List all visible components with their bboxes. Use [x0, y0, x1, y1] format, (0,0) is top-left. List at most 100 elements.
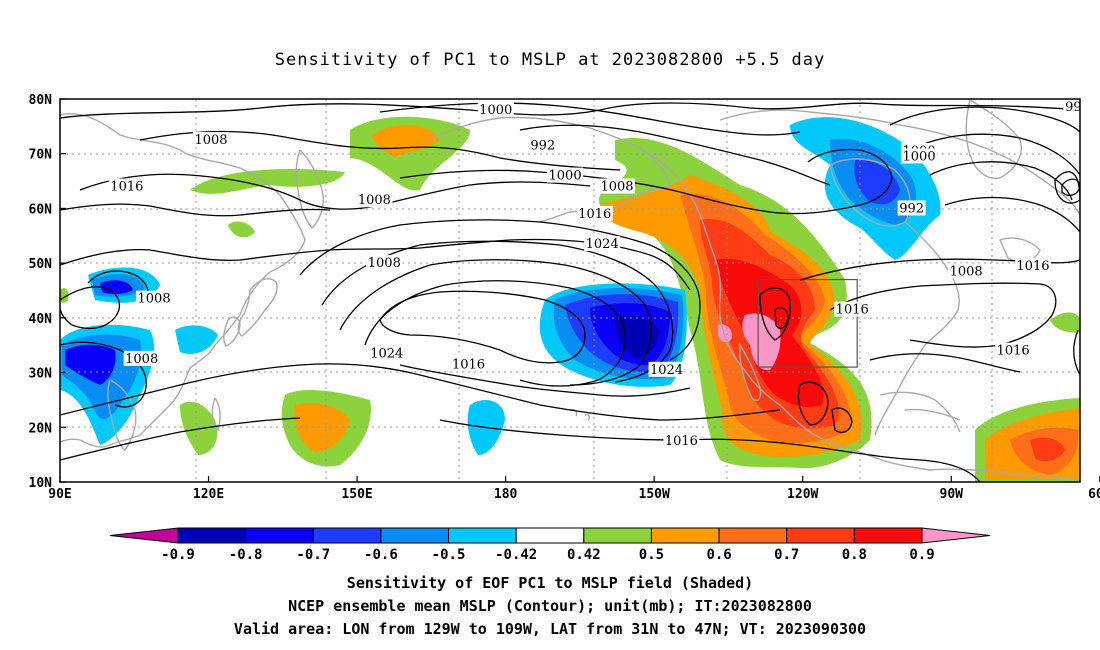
contour-line [774, 307, 789, 330]
contour-label: 1016 [836, 303, 869, 318]
coastline-south-america [929, 468, 1080, 481]
lon-tick-label: 150W [639, 487, 670, 502]
contour-label: 1024 [650, 363, 683, 378]
colorbar-arrow-high [921, 527, 991, 544]
shade-area [294, 403, 350, 452]
shade-area [100, 280, 133, 295]
contour-label-bg [356, 192, 393, 208]
contour-line [831, 407, 853, 433]
contour-line [399, 364, 691, 397]
shade-area [228, 221, 255, 238]
contour-label-bg [663, 432, 700, 448]
contour-label: 1024 [370, 346, 403, 361]
contour-label: 1008 [600, 180, 633, 195]
contour-label: 1000 [479, 103, 512, 118]
longitude-axis: 90E 120E 150E 180 150W 120W 90W 60W [48, 476, 1100, 502]
contour-line [379, 102, 801, 136]
contour-line [889, 106, 1080, 133]
contour-label-bg [599, 178, 636, 194]
lat-tick-label: 70N [29, 148, 53, 163]
contour-label: 1016 [452, 357, 485, 372]
contour-label-bg [136, 290, 173, 306]
shade-area [65, 344, 116, 385]
coastline-asia [60, 113, 306, 448]
contour-label-bg [948, 263, 985, 279]
contour-label-bg [1014, 257, 1051, 273]
contour-line [929, 161, 1073, 201]
shade-area [1030, 437, 1065, 462]
contour-label: 992 [1065, 100, 1090, 115]
contour-label: 1000 [903, 149, 936, 164]
colorbar-label: -0.5 [432, 547, 466, 563]
lon-tick-label: 90E [48, 487, 71, 502]
plot-frame [59, 98, 1081, 483]
colorbar-segment [245, 527, 314, 544]
contour-label-bg [528, 137, 557, 153]
caption-shaded: Sensitivity of EOF PC1 to MSLP field (Sh… [346, 574, 754, 592]
coastline-east-coast [874, 221, 960, 436]
shade-area [372, 124, 440, 158]
contour-label-bg [477, 101, 514, 117]
lon-tick-label: 120E [193, 487, 224, 502]
colorbar-label: -0.8 [229, 547, 263, 563]
colorbar-segment [786, 527, 855, 544]
contour-line [139, 130, 621, 171]
colorbar-segment [380, 527, 450, 544]
shade-area [718, 324, 733, 343]
contour-line [339, 259, 652, 386]
chart-title: Sensitivity of PC1 to MSLP at 2023082800… [274, 50, 826, 70]
contour-line [60, 417, 301, 461]
contour-label: 1016 [578, 207, 611, 222]
contour-line [944, 196, 1080, 233]
contour-label: 1008 [368, 256, 401, 271]
contour-line [869, 353, 1021, 373]
lat-tick-label: 40N [29, 312, 53, 327]
plot-layers: 1000992100899210001000100010161008100810… [60, 99, 1090, 482]
contour-line [519, 124, 831, 186]
colorbar-segment [312, 527, 382, 544]
contour-label: 1008 [125, 352, 158, 367]
contour-label-bg [368, 345, 405, 361]
colorbar-label: -0.9 [161, 547, 195, 563]
mslp-contours [60, 102, 1080, 482]
contour-line [299, 219, 701, 361]
contour-label-bg [834, 301, 871, 317]
colorbar-segment [515, 527, 585, 544]
lon-tick-label: 120W [787, 487, 818, 502]
contour-line [79, 173, 591, 210]
colorbar-segment [650, 527, 720, 544]
colorbar-label: 0.6 [706, 547, 731, 563]
colorbar-label: 0.7 [774, 547, 799, 563]
contour-label: 1016 [1016, 259, 1049, 274]
colorbar-label: -0.42 [495, 547, 537, 563]
lat-tick-label: 50N [29, 257, 53, 272]
contour-line [439, 419, 981, 482]
contour-label-bg [584, 235, 621, 251]
lat-tick-label: 10N [29, 476, 53, 491]
colorbar-segment [177, 527, 247, 544]
contour-label: 1024 [586, 237, 619, 252]
coastline-canada-arctic [719, 109, 1080, 216]
coastline-north-america-west [639, 147, 931, 471]
contour-label-bg [995, 342, 1032, 358]
caption-valid-area: Valid area: LON from 129W to 109W, LAT f… [233, 620, 867, 638]
contour-label: 1016 [110, 180, 143, 195]
lat-tick-label: 60N [29, 202, 53, 217]
lon-tick-label: 90W [940, 487, 964, 502]
contour-label-bg [547, 167, 584, 183]
contour-label-bg [576, 205, 613, 221]
contour-line [60, 341, 147, 408]
contour-line [797, 381, 829, 426]
contour-label-bg [1063, 99, 1080, 115]
contour-label: 992 [899, 201, 924, 216]
colorbar: -0.9 -0.8 -0.7 -0.6 -0.5 -0.42 0.42 0.5 0.6 0.7 0.… [109, 527, 991, 563]
colorbar-label: 0.5 [639, 547, 664, 563]
coastline-korea [223, 316, 241, 347]
coastline-cuba [904, 408, 961, 421]
coastline-kamchatka [295, 149, 324, 230]
lat-tick-label: 30N [29, 367, 53, 382]
contour-label-bg [897, 200, 926, 216]
coastline-greenland [965, 99, 1022, 179]
contour-label-bg [450, 356, 487, 372]
